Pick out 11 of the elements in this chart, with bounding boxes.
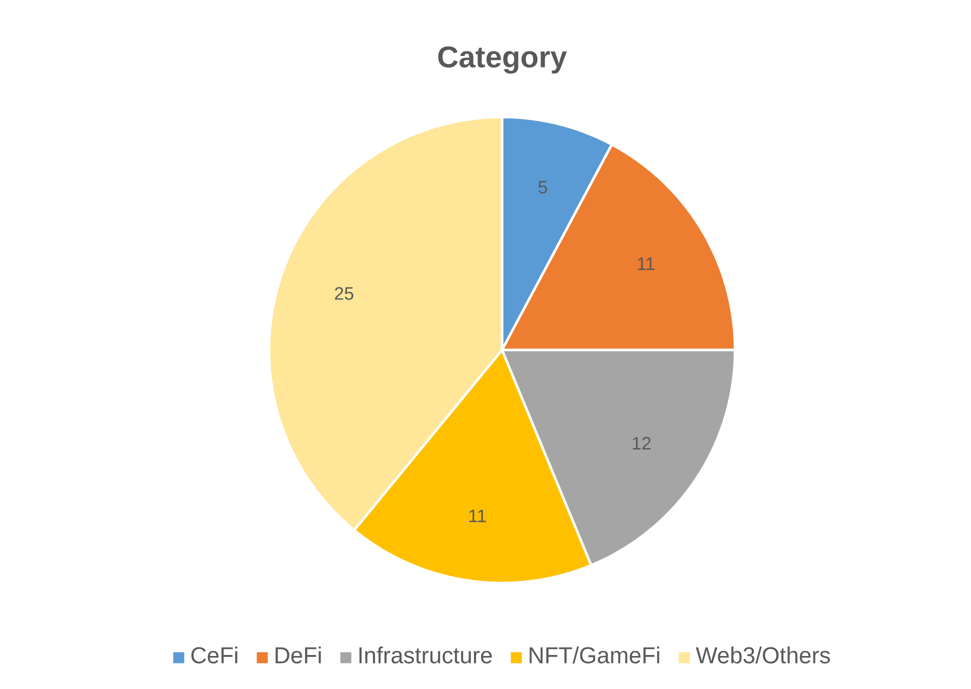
legend-label: CeFi [191, 646, 238, 664]
data-label: 12 [632, 436, 651, 450]
legend-label: Infrastructure [359, 646, 492, 664]
legend-label: Web3/Others [696, 646, 830, 664]
data-label: 25 [334, 287, 354, 300]
legend-label: DeFi [276, 646, 321, 664]
data-label: 11 [469, 510, 486, 522]
data-label: 5 [538, 180, 548, 194]
chart-title: Category [438, 46, 567, 74]
data-label: 11 [638, 258, 654, 270]
legend-label: NFT/GameFi [530, 646, 660, 664]
